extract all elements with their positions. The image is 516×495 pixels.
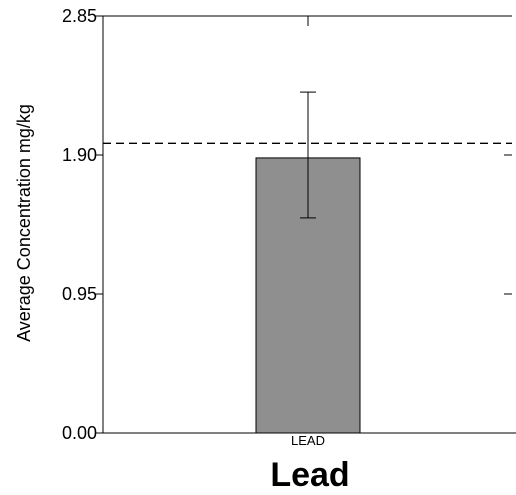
y-axis-tick-labels: 0.00 0.95 1.90 2.85 <box>62 6 97 443</box>
category-label: LEAD <box>291 433 325 448</box>
y-tick-label: 2.85 <box>62 6 97 26</box>
y-axis-title: Average Concentration mg/kg <box>14 104 34 342</box>
category-labels: LEAD <box>291 433 325 448</box>
y-tick-label: 1.90 <box>62 145 97 165</box>
y-tick-label: 0.00 <box>62 423 97 443</box>
x-axis-title: Lead <box>270 456 349 494</box>
y-axis-ticks <box>95 15 512 434</box>
y-tick-label: 0.95 <box>62 284 97 304</box>
error-bars <box>300 91 316 219</box>
